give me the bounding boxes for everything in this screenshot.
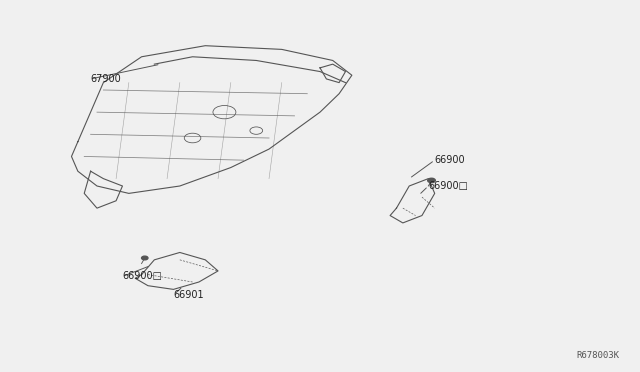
Text: 67900: 67900 [91, 74, 122, 84]
Text: 66900: 66900 [435, 155, 465, 165]
Text: 66901: 66901 [173, 290, 204, 300]
Text: 66900□: 66900□ [122, 272, 163, 282]
Text: 66900□: 66900□ [428, 181, 468, 191]
Text: R678003K: R678003K [577, 350, 620, 359]
Circle shape [428, 178, 435, 183]
Circle shape [141, 256, 148, 260]
